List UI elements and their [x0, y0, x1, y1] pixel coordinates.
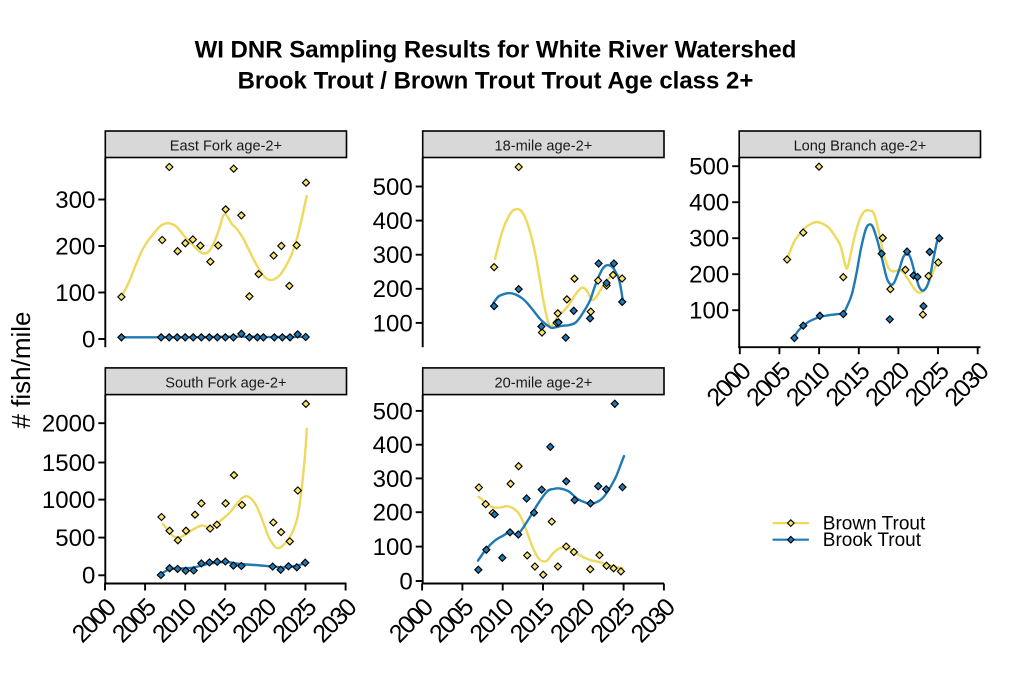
svg-text:200: 200: [55, 233, 95, 260]
svg-text:400: 400: [373, 208, 413, 235]
svg-text:20-mile age-2+: 20-mile age-2+: [495, 376, 593, 392]
svg-text:300: 300: [373, 242, 413, 269]
svg-text:East Fork age-2+: East Fork age-2+: [170, 139, 282, 155]
svg-text:500: 500: [55, 525, 95, 552]
svg-text:100: 100: [373, 534, 413, 561]
svg-text:Brook Trout: Brook Trout: [823, 530, 922, 551]
svg-text:500: 500: [373, 398, 413, 425]
svg-text:300: 300: [373, 466, 413, 493]
svg-text:1500: 1500: [42, 450, 95, 477]
svg-text:0: 0: [82, 326, 95, 353]
svg-text:2000: 2000: [42, 411, 95, 438]
svg-text:# fish/mile: # fish/mile: [6, 311, 36, 428]
svg-text:0: 0: [399, 568, 412, 595]
svg-text:0: 0: [82, 563, 95, 590]
svg-text:200: 200: [373, 276, 413, 303]
svg-text:100: 100: [689, 298, 729, 325]
svg-text:100: 100: [373, 310, 413, 337]
svg-text:200: 200: [689, 262, 729, 289]
svg-text:Long Branch age-2+: Long Branch age-2+: [794, 139, 927, 155]
svg-text:18-mile age-2+: 18-mile age-2+: [495, 139, 593, 155]
svg-text:400: 400: [689, 190, 729, 217]
svg-text:1000: 1000: [42, 487, 95, 514]
svg-text:WI DNR Sampling Results for Wh: WI DNR Sampling Results for White River …: [195, 37, 797, 64]
svg-text:300: 300: [55, 187, 95, 214]
svg-text:Brook Trout / Brown Trout Trou: Brook Trout / Brown Trout Trout Age clas…: [238, 68, 754, 95]
svg-text:South Fork age-2+: South Fork age-2+: [165, 376, 286, 392]
svg-text:300: 300: [689, 226, 729, 253]
svg-text:100: 100: [55, 280, 95, 307]
svg-text:400: 400: [373, 432, 413, 459]
svg-text:500: 500: [373, 174, 413, 201]
svg-text:Brown Trout: Brown Trout: [823, 514, 926, 535]
svg-text:500: 500: [689, 154, 729, 181]
svg-text:200: 200: [373, 500, 413, 527]
